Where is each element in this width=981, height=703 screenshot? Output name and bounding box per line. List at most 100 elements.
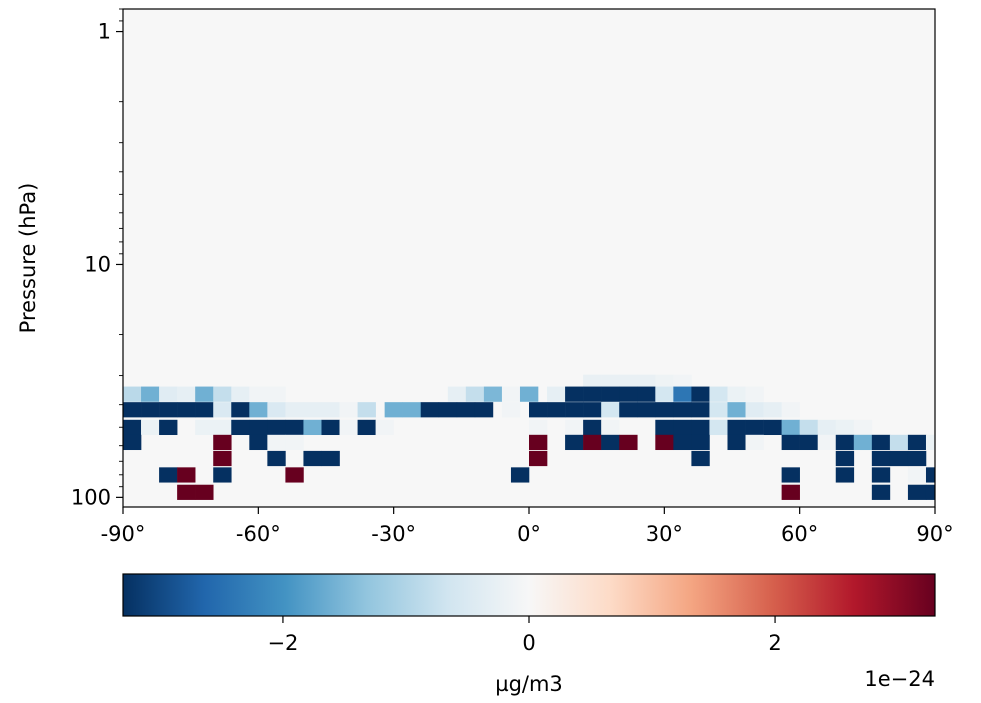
heatmap-cell xyxy=(601,419,620,436)
heatmap-cell xyxy=(673,374,692,390)
heatmap-cell xyxy=(519,386,539,402)
heatmap-cell xyxy=(799,419,819,436)
heatmap-cell xyxy=(673,402,692,418)
x-tick-label: -30° xyxy=(371,522,416,546)
heatmap-cell xyxy=(817,434,837,451)
heatmap-cell xyxy=(267,434,286,451)
heatmap-cell xyxy=(303,402,322,418)
heatmap-cell xyxy=(745,402,764,418)
heatmap-cell xyxy=(195,402,214,418)
heatmap-cell xyxy=(655,374,674,390)
heatmap-cell xyxy=(141,402,160,418)
heatmap-cell xyxy=(727,434,746,451)
y-axis-label: Pressure (hPa) xyxy=(16,183,40,334)
heatmap-cell xyxy=(583,434,602,451)
heatmap-cell xyxy=(474,402,494,418)
heatmap-cell xyxy=(231,402,250,418)
colorbar-offset-text: 1e−24 xyxy=(864,667,935,691)
heatmap-cell xyxy=(177,484,196,500)
x-axis: -90° -60° -30° 0° 30° 60° 90° xyxy=(101,507,954,546)
heatmap-cell xyxy=(619,402,638,418)
heatmap-cell xyxy=(267,386,286,402)
heatmap-cell xyxy=(529,450,548,467)
heatmap-cell xyxy=(529,402,548,418)
heatmap-cell xyxy=(673,419,692,436)
heatmap-cell xyxy=(655,419,674,436)
y-tick-label: 100 xyxy=(71,485,111,509)
heatmap-cell xyxy=(871,450,891,467)
heatmap-cell xyxy=(907,484,927,500)
heatmap-cell xyxy=(249,386,268,402)
heatmap-cell xyxy=(583,419,602,436)
heatmap-cell xyxy=(456,402,476,418)
heatmap-cell xyxy=(583,402,602,418)
heatmap-cell xyxy=(799,434,819,451)
heatmap-cell xyxy=(871,484,891,500)
heatmap-cell xyxy=(501,386,521,402)
x-tick-label: 60° xyxy=(781,522,818,546)
heatmap-cell xyxy=(889,450,909,467)
y-tick-label: 1 xyxy=(98,20,111,44)
heatmap-cell xyxy=(267,402,286,418)
heatmap-cell xyxy=(601,374,620,390)
heatmap-cell xyxy=(835,419,855,436)
heatmap-cell xyxy=(691,386,710,402)
heatmap-cell xyxy=(781,419,800,436)
heatmap-cell xyxy=(601,434,620,451)
colorbar-tick-label: −2 xyxy=(267,631,298,655)
heatmap-cell xyxy=(159,402,178,418)
heatmap-cell xyxy=(655,386,674,402)
heatmap-cells xyxy=(123,374,935,500)
heatmap-cell xyxy=(925,467,935,483)
heatmap-cell xyxy=(727,419,746,436)
heatmap-cell xyxy=(745,419,764,436)
heatmap-cell xyxy=(195,386,214,402)
heatmap-cell xyxy=(853,419,873,436)
heatmap-cell xyxy=(547,402,566,418)
colorbar xyxy=(122,573,936,617)
heatmap-cell xyxy=(727,402,746,418)
heatmap-cell xyxy=(123,386,142,402)
heatmap-cell xyxy=(195,419,214,436)
heatmap-cell xyxy=(285,467,304,483)
heatmap-cell xyxy=(907,467,927,483)
heatmap-cell xyxy=(267,419,286,436)
heatmap-cell xyxy=(709,386,728,402)
heatmap-cell xyxy=(565,402,584,418)
heatmap-cell xyxy=(655,402,674,418)
heatmap-cell xyxy=(249,402,268,418)
heatmap-cell xyxy=(285,402,304,418)
heatmap-cell xyxy=(637,374,656,390)
colorbar-tick-label: 2 xyxy=(768,631,781,655)
heatmap-cell xyxy=(925,484,935,500)
heatmap-cell xyxy=(745,434,764,451)
heatmap-cell xyxy=(709,402,728,418)
heatmap-cell xyxy=(321,402,340,418)
heatmap-cell xyxy=(853,434,873,451)
heatmap-cell xyxy=(384,402,403,418)
heatmap-cell xyxy=(213,467,232,483)
heatmap-cell xyxy=(637,402,656,418)
heatmap-cell xyxy=(213,450,232,467)
heatmap-cell xyxy=(871,434,891,451)
heatmap-cell xyxy=(177,467,196,483)
heatmap-cell xyxy=(547,386,566,402)
heatmap-cell xyxy=(619,374,638,390)
heatmap-cell xyxy=(655,434,674,451)
heatmap-cell xyxy=(177,402,196,418)
heatmap-cell xyxy=(501,402,521,418)
heatmap-cell xyxy=(159,419,178,436)
heatmap-cell xyxy=(673,386,692,402)
heatmap-cell xyxy=(763,419,782,436)
heatmap-cell xyxy=(420,402,440,418)
heatmap-cell xyxy=(565,419,584,436)
heatmap-cell xyxy=(781,402,800,418)
heatmap-cell xyxy=(835,467,855,483)
heatmap-cell xyxy=(141,386,160,402)
heatmap-cell xyxy=(159,467,178,483)
heatmap-cell xyxy=(321,450,340,467)
heatmap-cell xyxy=(727,386,746,402)
heatmap-cell xyxy=(763,402,782,418)
heatmap-cell xyxy=(583,374,602,390)
heatmap-cell xyxy=(709,419,728,436)
